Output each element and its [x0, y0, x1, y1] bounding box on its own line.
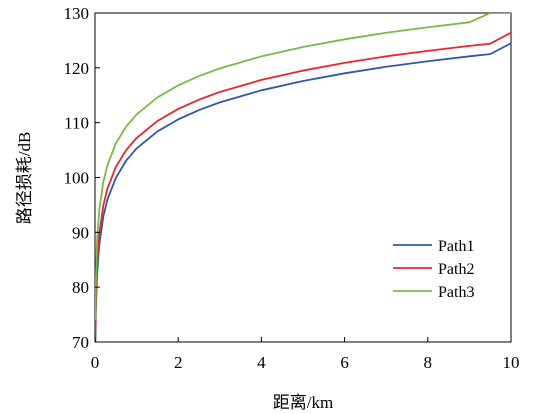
y-tick-label: 130 [64, 4, 90, 23]
y-axis-title: 路径损耗/dB [15, 132, 34, 225]
y-tick-label: 100 [64, 169, 90, 188]
y-tick-label: 120 [64, 59, 90, 78]
series-line-path2 [95, 31, 511, 332]
y-tick-label: 110 [64, 114, 89, 133]
series-line-path3 [95, 13, 511, 321]
series-layer [95, 13, 511, 342]
x-tick-label: 8 [424, 353, 433, 372]
legend-label-path3: Path3 [438, 284, 474, 301]
x-tick-label: 2 [174, 353, 183, 372]
x-tick-label: 10 [503, 353, 520, 372]
y-tick-label: 70 [72, 333, 89, 352]
x-tick-label: 0 [91, 353, 100, 372]
series-line-path1 [95, 42, 511, 342]
ticks-layer: 0 2 4 6 8 10 70 80 90 100 110 120 130 [64, 4, 520, 372]
legend: Path1 Path2 Path3 [393, 238, 474, 301]
x-axis-title: 距离/km [273, 393, 333, 412]
y-tick-label: 80 [72, 278, 89, 297]
x-tick-label: 4 [257, 353, 266, 372]
legend-label-path1: Path1 [438, 238, 474, 255]
x-tick-label: 6 [340, 353, 349, 372]
y-tick-label: 90 [72, 223, 89, 242]
legend-label-path2: Path2 [438, 261, 474, 278]
